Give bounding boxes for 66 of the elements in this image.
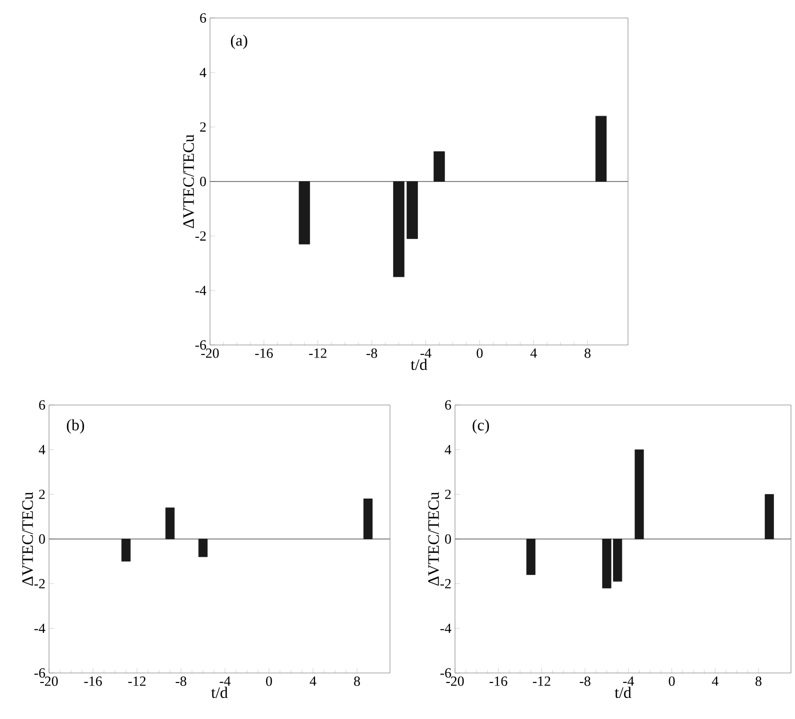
annotation: (a) bbox=[230, 34, 248, 50]
x-tick-label: -4 bbox=[220, 676, 231, 686]
x-tick-label: 8 bbox=[584, 348, 591, 358]
y-tick-label: -4 bbox=[440, 624, 452, 633]
bar bbox=[198, 538, 208, 558]
y-axis-title: ΔVTEC/TECu bbox=[22, 492, 34, 586]
x-tick-label: 4 bbox=[530, 348, 537, 358]
x-tick-label: -16 bbox=[255, 348, 273, 358]
y-tick-label: 4 bbox=[444, 445, 452, 454]
y-tick-label: -4 bbox=[34, 624, 46, 633]
x-tick-label: -8 bbox=[366, 348, 378, 358]
x-tick-label: 8 bbox=[354, 676, 360, 686]
y-tick-label: -4 bbox=[195, 286, 206, 296]
bar bbox=[363, 498, 373, 540]
x-tick-label: -20 bbox=[40, 676, 58, 686]
bar bbox=[595, 116, 607, 182]
y-tick-label: 4 bbox=[200, 68, 206, 78]
y-tick-label: 6 bbox=[445, 400, 452, 410]
x-tick-label: -20 bbox=[201, 348, 219, 358]
bar bbox=[298, 181, 310, 244]
x-axis-title: t/d bbox=[410, 358, 428, 370]
bar bbox=[406, 181, 418, 239]
y-tick-label: -2 bbox=[195, 231, 206, 241]
x-tick-label: -8 bbox=[176, 676, 186, 686]
x-tick-label: -16 bbox=[84, 676, 102, 686]
y-tick-label: 2 bbox=[200, 122, 206, 132]
bar bbox=[764, 494, 774, 540]
x-tick-label: 0 bbox=[668, 676, 675, 686]
y-tick-label: -2 bbox=[440, 579, 451, 588]
x-tick-label: 0 bbox=[266, 676, 272, 686]
y-tick-label: 6 bbox=[200, 13, 206, 23]
y-tick-label: 6 bbox=[39, 400, 46, 410]
bar bbox=[121, 538, 131, 562]
y-axis-title: ΔVTEC/TECu bbox=[428, 492, 440, 586]
y-tick-label: -6 bbox=[195, 340, 206, 350]
x-tick-label: -12 bbox=[532, 676, 550, 686]
x-tick-label: -8 bbox=[580, 676, 590, 686]
y-tick-label: -6 bbox=[34, 668, 46, 678]
x-tick-label: -4 bbox=[420, 348, 432, 358]
y-axis-title: ΔVTEC/TECu bbox=[183, 134, 194, 228]
x-tick-label: 4 bbox=[310, 676, 316, 686]
annotation: (c) bbox=[472, 419, 489, 434]
x-tick-label: -20 bbox=[446, 676, 464, 686]
bar bbox=[393, 181, 404, 278]
x-tick-label: -4 bbox=[623, 676, 634, 686]
x-tick-label: -12 bbox=[309, 348, 326, 358]
x-axis-title: t/d bbox=[211, 686, 228, 698]
y-tick-label: -6 bbox=[440, 668, 452, 678]
y-tick-label: 4 bbox=[38, 445, 46, 454]
bar bbox=[526, 538, 536, 575]
y-tick-label: 2 bbox=[39, 490, 45, 499]
y-tick-label: 0 bbox=[39, 534, 45, 544]
x-tick-label: 0 bbox=[476, 348, 483, 358]
x-tick-label: -16 bbox=[490, 676, 508, 686]
x-tick-label: 4 bbox=[712, 676, 718, 686]
x-tick-label: 8 bbox=[756, 676, 762, 686]
bar bbox=[634, 449, 644, 540]
y-tick-label: 2 bbox=[445, 490, 451, 499]
bar bbox=[434, 151, 445, 182]
y-tick-label: 0 bbox=[445, 534, 451, 544]
y-tick-label: 0 bbox=[200, 176, 206, 186]
x-axis-title: t/d bbox=[614, 686, 632, 698]
y-tick-label: -2 bbox=[34, 579, 45, 588]
bar bbox=[165, 508, 175, 540]
x-tick-label: -12 bbox=[128, 676, 146, 686]
annotation: (b) bbox=[66, 419, 84, 434]
